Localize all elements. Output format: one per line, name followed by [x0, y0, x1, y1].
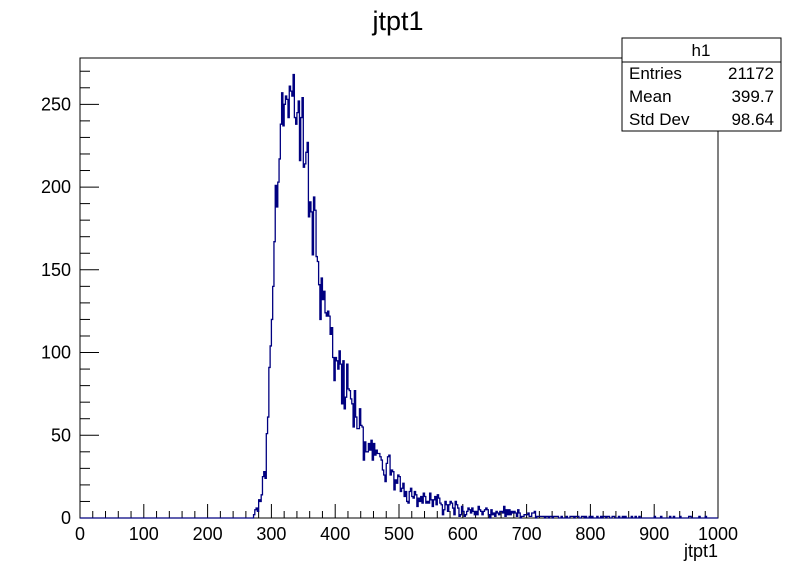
- x-tick-label: 200: [193, 524, 223, 544]
- y-tick-label: 50: [51, 425, 71, 445]
- stats-stddev-value: 98.64: [731, 110, 774, 129]
- stats-box: h1 Entries 21172 Mean 399.7 Std Dev 98.6…: [621, 37, 782, 132]
- x-tick-label: 1000: [698, 524, 738, 544]
- y-tick-label: 250: [41, 94, 71, 114]
- stats-stddev-label: Std Dev: [629, 110, 690, 129]
- stats-mean-value: 399.7: [731, 87, 774, 106]
- x-tick-label: 600: [448, 524, 478, 544]
- x-tick-label: 0: [75, 524, 85, 544]
- x-tick-label: 900: [639, 524, 669, 544]
- x-tick-label: 500: [384, 524, 414, 544]
- y-axis: 0 50 100 150 200 250: [41, 70, 99, 528]
- x-tick-label: 800: [575, 524, 605, 544]
- y-tick-label: 100: [41, 343, 71, 363]
- histogram-line: [80, 73, 718, 519]
- y-tick-label: 150: [41, 260, 71, 280]
- y-tick-label: 0: [61, 508, 71, 528]
- stats-entries-label: Entries: [629, 64, 682, 83]
- stats-entries-value: 21172: [728, 64, 774, 83]
- x-axis: 0 100 200 300 400 500 600 700 800 900 1000: [75, 504, 738, 544]
- x-tick-label: 700: [512, 524, 542, 544]
- x-tick-label: 300: [256, 524, 286, 544]
- y-tick-label: 200: [41, 177, 71, 197]
- x-tick-label: 100: [129, 524, 159, 544]
- stats-mean-label: Mean: [629, 87, 672, 106]
- x-axis-label: jtpt1: [683, 541, 718, 561]
- stats-box-frame: [621, 37, 782, 132]
- chart-title: jtpt1: [371, 6, 423, 36]
- x-tick-label: 400: [320, 524, 350, 544]
- stats-name: h1: [692, 41, 711, 60]
